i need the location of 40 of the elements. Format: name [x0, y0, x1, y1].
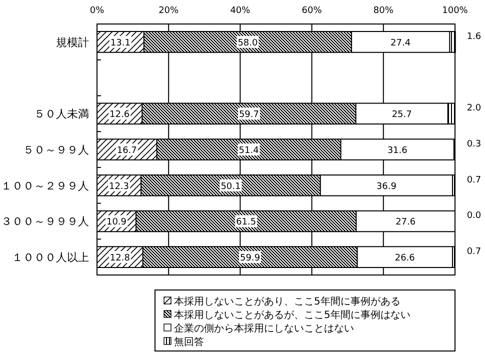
x-tick-label: 80%	[373, 6, 394, 16]
legend-label: 企業の側から本採用にしないことはない	[174, 322, 354, 334]
data-label: 27.6	[396, 218, 416, 228]
y-tick-label: ５０～９９人	[23, 144, 89, 156]
data-label: 31.6	[387, 146, 408, 156]
data-label: 59.7	[238, 110, 259, 120]
data-label: 0.0	[466, 211, 482, 222]
data-label: 50.1	[220, 182, 241, 192]
y-tick-label: １００～２９９人	[1, 179, 89, 192]
data-label: 61.5	[236, 218, 256, 228]
x-tick-label: 60%	[302, 6, 322, 16]
data-label: 51.4	[238, 146, 260, 156]
data-label: 25.7	[392, 110, 412, 120]
x-tick-label: 20%	[158, 6, 180, 16]
data-label: 0.7	[466, 175, 482, 186]
x-tick-label: 40%	[230, 6, 251, 16]
x-tick-label: 100%	[442, 6, 468, 16]
data-label: 1.6	[466, 32, 482, 42]
data-label: 26.6	[394, 254, 416, 264]
data-label: 0.7	[466, 247, 482, 258]
legend-label: 本採用しないことがあるが、ここ5年間に事例はない	[174, 309, 410, 321]
y-tick-label: ３００～９９９人	[1, 215, 89, 228]
data-label: 10.9	[106, 218, 127, 228]
y-tick-label: １０００人以上	[12, 251, 89, 264]
data-label: 13.1	[110, 38, 130, 48]
data-label: 16.7	[116, 146, 137, 156]
data-label: 12.3	[108, 182, 130, 192]
legend-label: 無回答	[174, 336, 204, 348]
y-tick-label: 規模計	[56, 36, 89, 49]
data-label: 2.0	[466, 104, 482, 114]
data-label: 59.9	[240, 254, 260, 264]
data-label: 0.3	[466, 140, 482, 150]
data-label: 27.4	[390, 38, 411, 48]
data-label: 58.0	[238, 38, 258, 48]
legend-label: 本採用しないことがあり、ここ5年間に事例がある	[174, 296, 400, 308]
x-tick-label: 0%	[90, 6, 105, 16]
y-tick-label: ５０人未満	[34, 108, 89, 121]
data-label: 12.6	[110, 110, 130, 120]
data-label: 12.8	[110, 254, 130, 264]
data-label: 36.9	[376, 182, 397, 192]
